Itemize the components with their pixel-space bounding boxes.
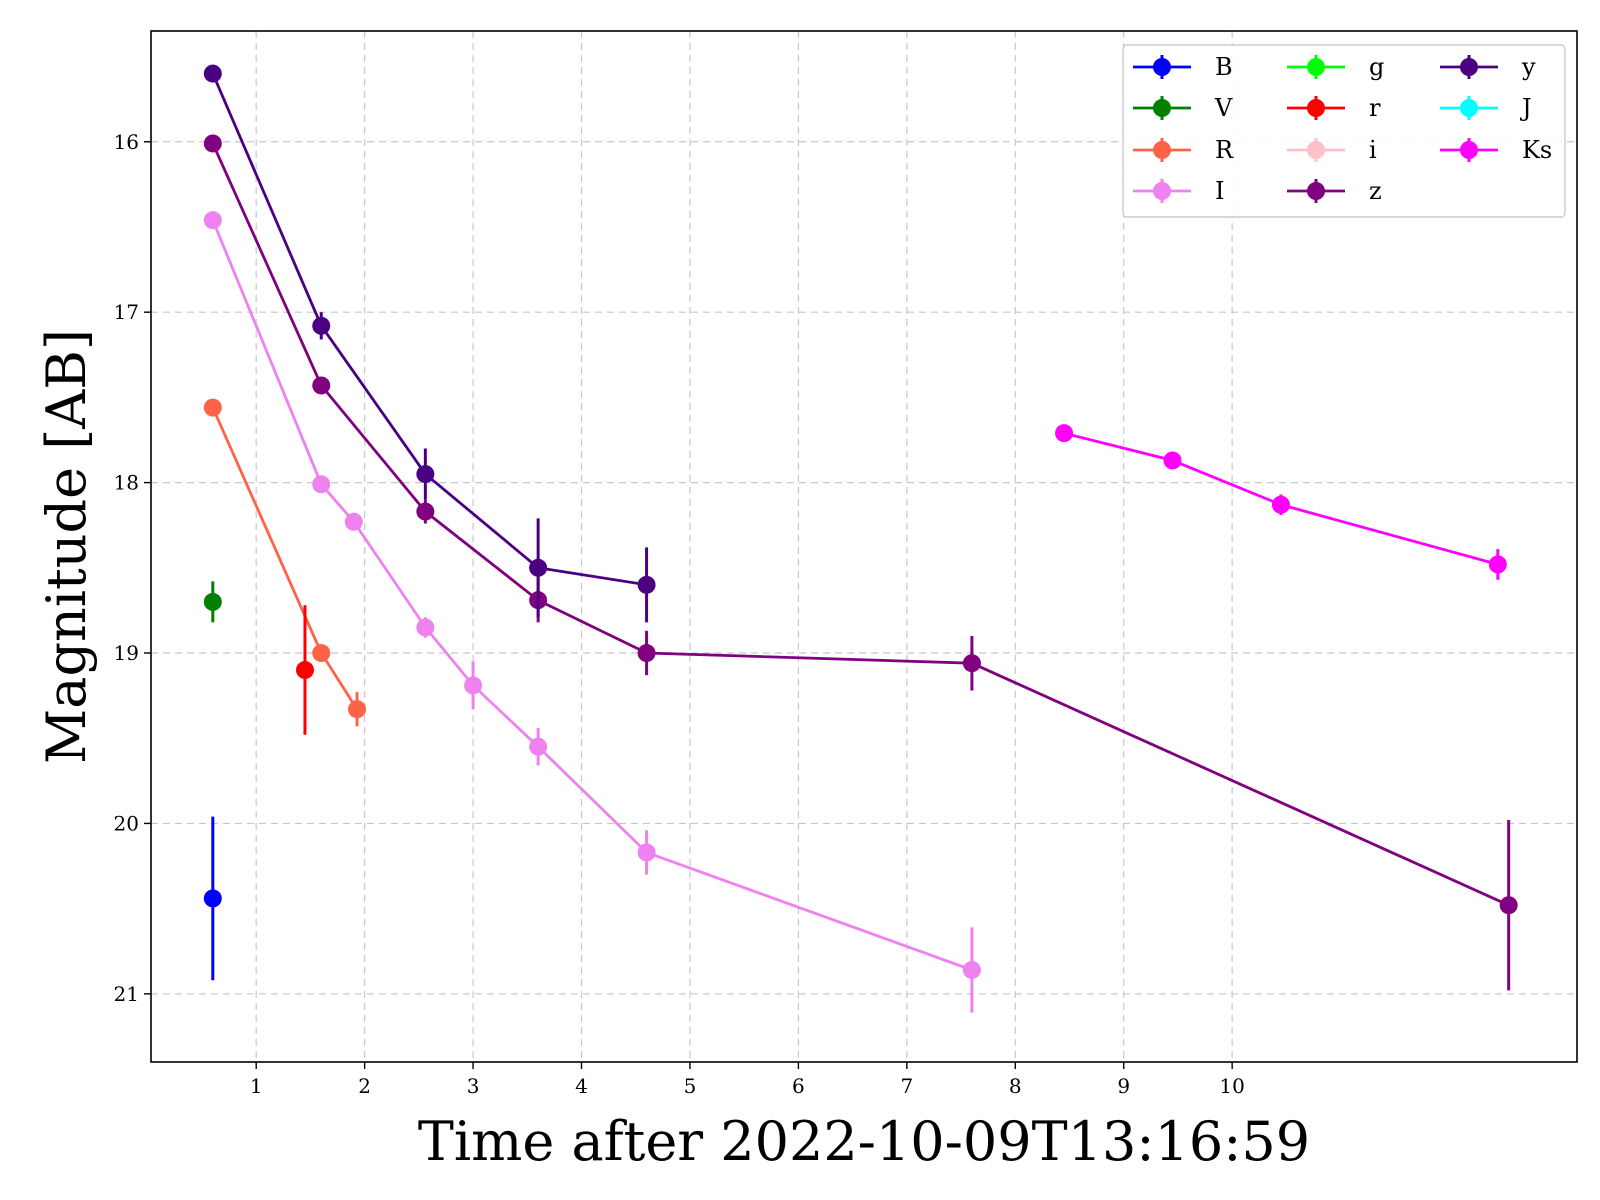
x-tick-label: 3 [467, 1074, 480, 1098]
legend-label: J [1519, 94, 1532, 122]
data-point-V [203, 592, 222, 611]
legend-label: B [1215, 53, 1233, 81]
data-point-z [312, 376, 331, 395]
legend-item-R: R [1133, 136, 1234, 164]
data-point-I [464, 676, 483, 695]
legend-item-I: I [1133, 177, 1224, 205]
data-point-I [416, 618, 435, 637]
y-tick-label: 17 [114, 300, 139, 324]
x-tick-label: 9 [1117, 1074, 1130, 1098]
y-tick-label: 18 [114, 471, 139, 495]
data-point-y [529, 558, 548, 577]
data-point-r [295, 661, 314, 680]
legend-swatch-marker [1460, 99, 1478, 117]
data-point-R [348, 700, 367, 719]
data-point-R [203, 398, 222, 417]
x-axis-ticks: 1 2 3 4 5 6 7 8 9 10 [250, 1062, 1245, 1098]
series-B [203, 816, 222, 981]
data-point-z [962, 654, 981, 673]
x-tick-label: 7 [900, 1074, 913, 1098]
x-tick-label: 5 [684, 1074, 697, 1098]
data-point-Ks [1055, 424, 1074, 443]
data-point-I [962, 960, 981, 979]
data-point-y [312, 316, 331, 335]
data-point-R [312, 644, 331, 663]
series-R [203, 398, 367, 727]
legend-swatch-marker [1460, 58, 1478, 76]
legend-swatch-marker [1307, 182, 1325, 200]
data-point-I [344, 512, 363, 531]
data-point-I [637, 843, 656, 862]
series-V [203, 581, 222, 623]
legend-label: g [1369, 53, 1384, 81]
y-axis-ticks: 16 17 18 19 20 21 [114, 130, 151, 1006]
legend-label: r [1369, 94, 1381, 122]
legend-label: z [1369, 177, 1382, 205]
data-series-layer [203, 64, 1518, 1013]
data-point-Ks [1163, 451, 1182, 470]
x-tick-label: 1 [250, 1074, 263, 1098]
legend-label: y [1521, 53, 1536, 81]
legend-box [1122, 44, 1566, 218]
legend-item-Ks: Ks [1440, 136, 1552, 164]
legend-item-z: z [1287, 177, 1382, 205]
legend-swatch-marker [1307, 58, 1325, 76]
legend-item-r: r [1287, 94, 1381, 122]
data-point-z [203, 134, 222, 153]
y-tick-label: 20 [114, 811, 139, 835]
data-point-y [203, 64, 222, 83]
data-point-z [637, 644, 656, 663]
legend-label: V [1214, 94, 1233, 122]
legend-swatch-marker [1307, 141, 1325, 159]
series-r [295, 605, 314, 735]
legend-item-V: V [1133, 94, 1233, 122]
data-point-y [416, 465, 435, 484]
data-point-Ks [1271, 495, 1290, 514]
legend-swatch-marker [1153, 182, 1171, 200]
y-axis-label: Magnitude [AB] [35, 329, 98, 764]
legend-label: I [1215, 177, 1224, 205]
data-point-Ks [1488, 555, 1507, 574]
legend-swatch-marker [1153, 99, 1171, 117]
legend-item-i: i [1287, 136, 1377, 164]
data-point-y [637, 575, 656, 594]
data-point-B [203, 889, 222, 908]
series-line-Ks [1063, 431, 1499, 566]
series-I [203, 211, 981, 1013]
legend-item-y: y [1440, 53, 1536, 81]
series-y [203, 64, 656, 623]
data-point-z [416, 502, 435, 521]
x-tick-label: 10 [1219, 1074, 1244, 1098]
y-tick-label: 16 [114, 130, 139, 154]
x-tick-label: 6 [792, 1074, 805, 1098]
x-tick-label: 2 [358, 1074, 371, 1098]
legend-item-B: B [1133, 53, 1233, 81]
x-tick-label: 4 [575, 1074, 588, 1098]
y-tick-label: 21 [114, 982, 139, 1006]
legend-swatch-marker [1153, 58, 1171, 76]
legend-label: Ks [1522, 136, 1552, 164]
legend-swatch-marker [1460, 141, 1478, 159]
plot-frame [150, 30, 1578, 1063]
data-point-I [529, 737, 548, 756]
legend-item-g: g [1287, 53, 1384, 81]
x-axis-label: Time after 2022-10-09T13:16:59 [418, 1110, 1310, 1173]
legend-swatch-marker [1307, 99, 1325, 117]
legend-swatch-marker [1153, 141, 1171, 159]
data-point-I [312, 475, 331, 494]
data-point-I [203, 211, 222, 230]
y-tick-label: 19 [114, 641, 139, 665]
data-point-z [1499, 896, 1518, 915]
legend-label: R [1215, 136, 1234, 164]
series-Ks [1055, 424, 1507, 580]
legend-label: i [1369, 136, 1377, 164]
legend-item-J: J [1440, 94, 1532, 122]
x-tick-label: 8 [1009, 1074, 1022, 1098]
